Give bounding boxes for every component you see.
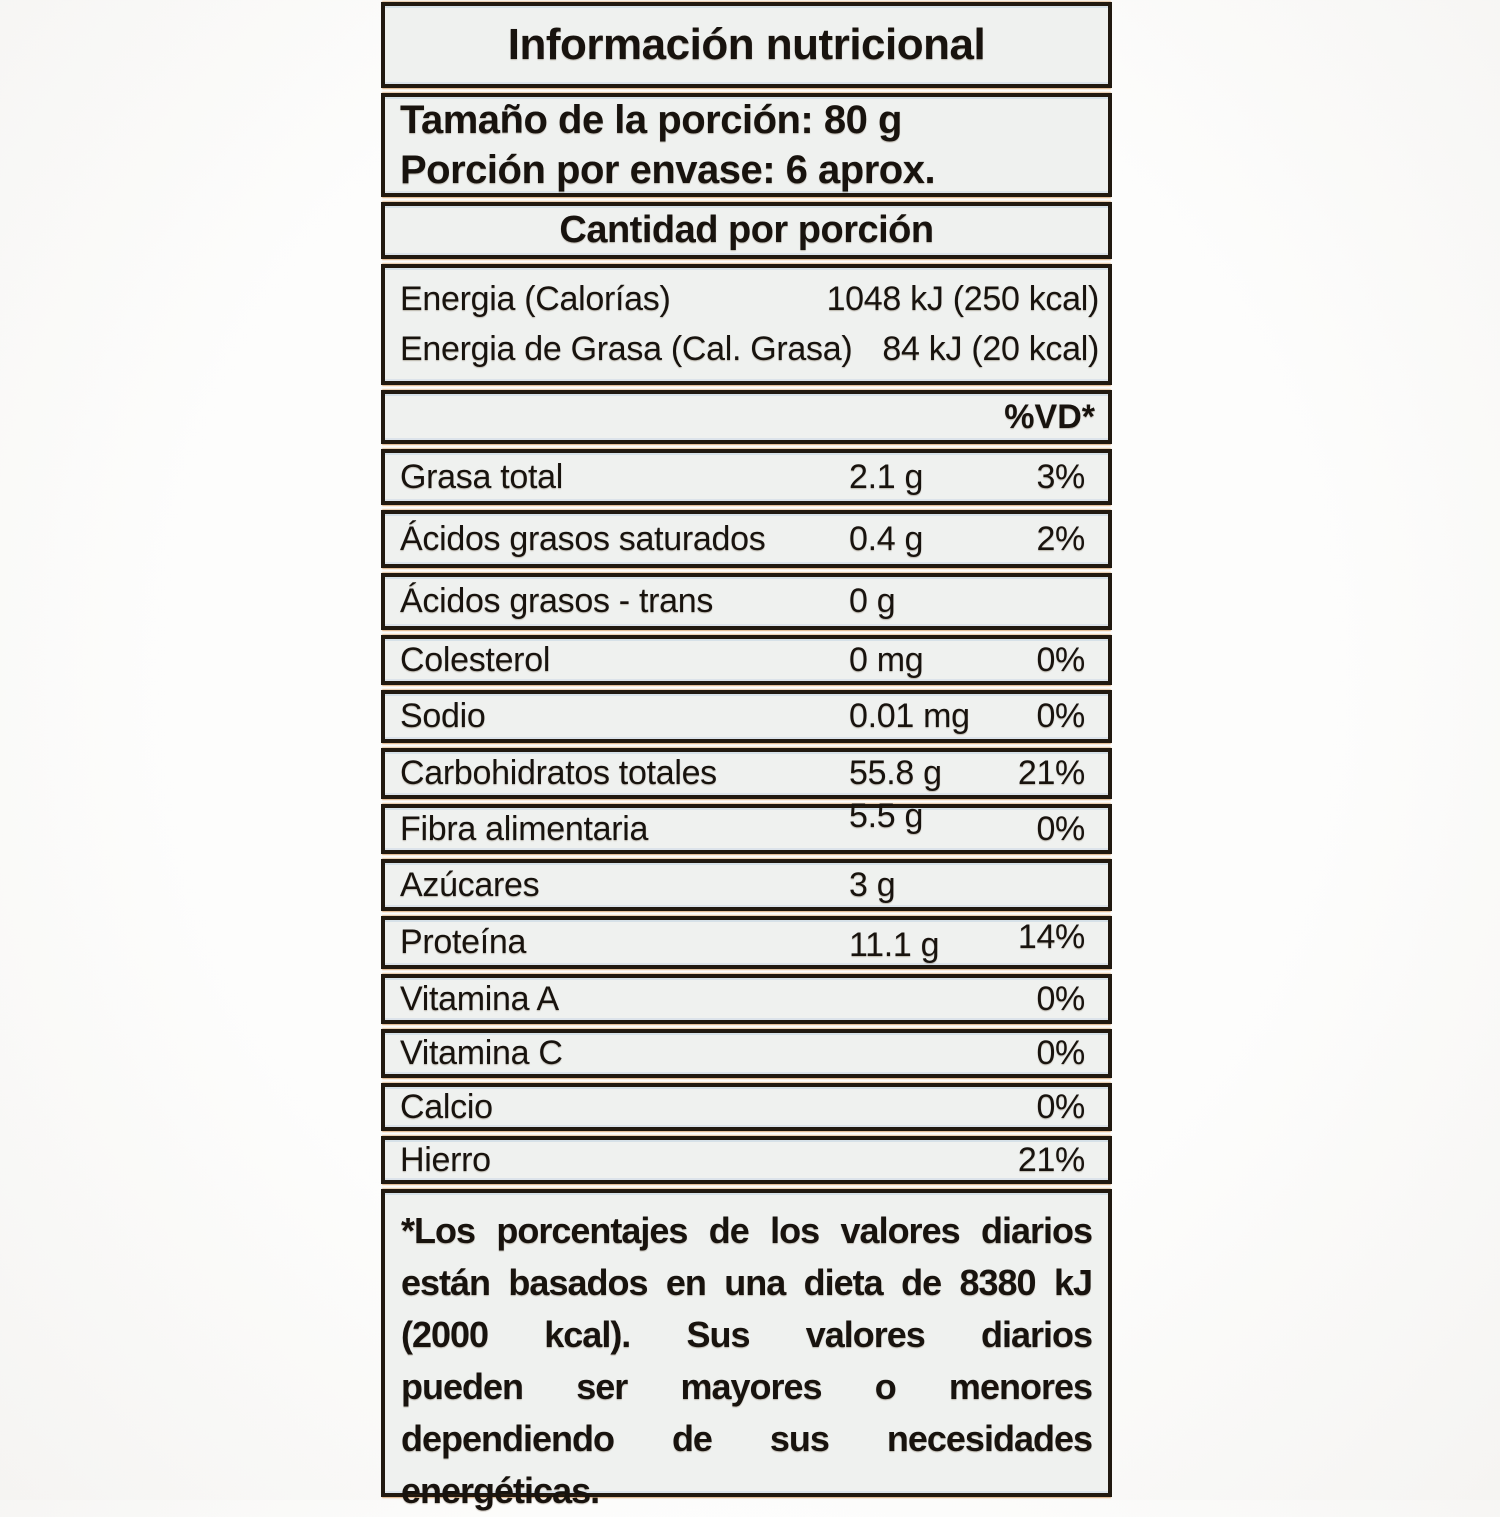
nutrient-label: Hierro bbox=[400, 1140, 491, 1179]
nutrient-dv: 0% bbox=[1036, 979, 1085, 1018]
energy-value: 84 kJ (20 kcal) bbox=[882, 330, 1099, 369]
nutrient-label: Carbohidratos totales bbox=[400, 754, 717, 792]
nutrient-label: Fibra alimentaria bbox=[400, 809, 649, 848]
nutrient-label: Vitamina A bbox=[400, 979, 559, 1018]
nutrient-label: Azúcares bbox=[400, 865, 540, 904]
section-header: Cantidad por porción bbox=[559, 209, 934, 251]
nutrient-row: Hierro 21% bbox=[381, 1136, 1112, 1184]
nutrient-row: Sodio 0.01 mg 0% bbox=[381, 690, 1112, 743]
nutrient-row: Colesterol 0 mg 0% bbox=[381, 635, 1112, 685]
nutrient-dv: 0% bbox=[1036, 640, 1085, 679]
nutrition-label: Información nutricional Tamaño de la por… bbox=[381, 2, 1112, 1511]
energy-label: Energia de Grasa (Cal. Grasa) bbox=[400, 330, 853, 369]
footnote: *Los porcentajes de los valores diarios … bbox=[381, 1189, 1112, 1511]
nutrient-row: Vitamina C 0% bbox=[381, 1029, 1112, 1078]
nutrient-label: Ácidos grasos - trans bbox=[400, 582, 714, 620]
nutrient-label: Proteína bbox=[400, 923, 527, 961]
dv-header-row: %VD* bbox=[381, 390, 1112, 444]
energy-row: Energia (Calorías) 1048 kJ (250 kcal) bbox=[385, 280, 1108, 319]
nutrient-amount: 0.01 mg bbox=[849, 697, 970, 735]
nutrient-dv: 0% bbox=[1036, 809, 1085, 848]
nutrient-dv: 14% bbox=[1017, 918, 1085, 956]
nutrient-amount: 11.1 g bbox=[849, 926, 940, 964]
nutrient-dv: 3% bbox=[1036, 457, 1085, 496]
footnote-line: (2000 kcal). Sus valores diarios bbox=[401, 1314, 1093, 1355]
nutrient-dv: 2% bbox=[1036, 519, 1085, 558]
nutrient-amount: 0 mg bbox=[849, 640, 924, 679]
footnote-line: energéticas. bbox=[401, 1470, 600, 1511]
dv-header: %VD* bbox=[1004, 397, 1095, 436]
title-row: Información nutricional bbox=[381, 2, 1112, 88]
energy-row: Energia de Grasa (Cal. Grasa) 84 kJ (20 … bbox=[385, 330, 1108, 369]
nutrient-label: Grasa total bbox=[400, 457, 563, 496]
serving-size: Tamaño de la porción: 80 g bbox=[400, 98, 902, 142]
nutrient-dv: 0% bbox=[1036, 697, 1085, 735]
nutrient-amount: 3 g bbox=[849, 865, 896, 904]
nutrient-row: Calcio 0% bbox=[381, 1083, 1112, 1131]
footnote-line: están basados en una dieta de 8380 kJ bbox=[401, 1262, 1093, 1303]
nutrient-amount: 0.4 g bbox=[849, 519, 924, 558]
serving-info: Tamaño de la porción: 80 g Porción por e… bbox=[381, 93, 1112, 197]
nutrient-row: Proteína 11.1 g 14% bbox=[381, 916, 1112, 969]
nutrient-amount: 0 g bbox=[849, 582, 896, 620]
nutrient-row: Azúcares 3 g bbox=[381, 859, 1112, 911]
nutrient-dv: 21% bbox=[1017, 1140, 1085, 1179]
nutrient-row: Ácidos grasos - trans 0 g bbox=[381, 573, 1112, 630]
footnote-line: dependiendo de sus necesidades bbox=[401, 1418, 1093, 1459]
footnote-line: pueden ser mayores o menores bbox=[401, 1366, 1093, 1407]
energy-rows: Energia (Calorías) 1048 kJ (250 kcal) En… bbox=[381, 264, 1112, 385]
nutrient-label: Calcio bbox=[400, 1087, 493, 1126]
servings-per-container: Porción por envase: 6 aprox. bbox=[400, 148, 936, 192]
nutrient-row: Ácidos grasos saturados 0.4 g 2% bbox=[381, 510, 1112, 568]
nutrient-amount: 55.8 g bbox=[849, 754, 942, 792]
nutrient-amount: 5.5 g bbox=[849, 796, 924, 835]
nutrient-row: Grasa total 2.1 g 3% bbox=[381, 449, 1112, 505]
nutrient-label: Ácidos grasos saturados bbox=[400, 519, 766, 558]
nutrient-row: Fibra alimentaria 5.5 g 0% bbox=[381, 797, 1112, 854]
energy-value: 1048 kJ (250 kcal) bbox=[826, 279, 1100, 318]
section-header-row: Cantidad por porción bbox=[381, 202, 1112, 259]
nutrient-label: Sodio bbox=[400, 697, 486, 735]
page-title: Información nutricional bbox=[507, 20, 986, 69]
nutrient-amount: 2.1 g bbox=[849, 457, 924, 496]
nutrient-dv: 0% bbox=[1036, 1034, 1085, 1072]
nutrient-label: Vitamina C bbox=[400, 1034, 563, 1072]
energy-label: Energia (Calorías) bbox=[400, 279, 671, 318]
nutrient-row: Vitamina A 0% bbox=[381, 974, 1112, 1024]
nutrient-row: Carbohidratos totales 55.8 g 21% bbox=[381, 748, 1112, 799]
nutrient-dv: 21% bbox=[1017, 754, 1085, 792]
nutrient-label: Colesterol bbox=[400, 640, 551, 679]
footnote-line: *Los porcentajes de los valores diarios bbox=[401, 1210, 1093, 1251]
nutrient-dv: 0% bbox=[1036, 1087, 1085, 1126]
